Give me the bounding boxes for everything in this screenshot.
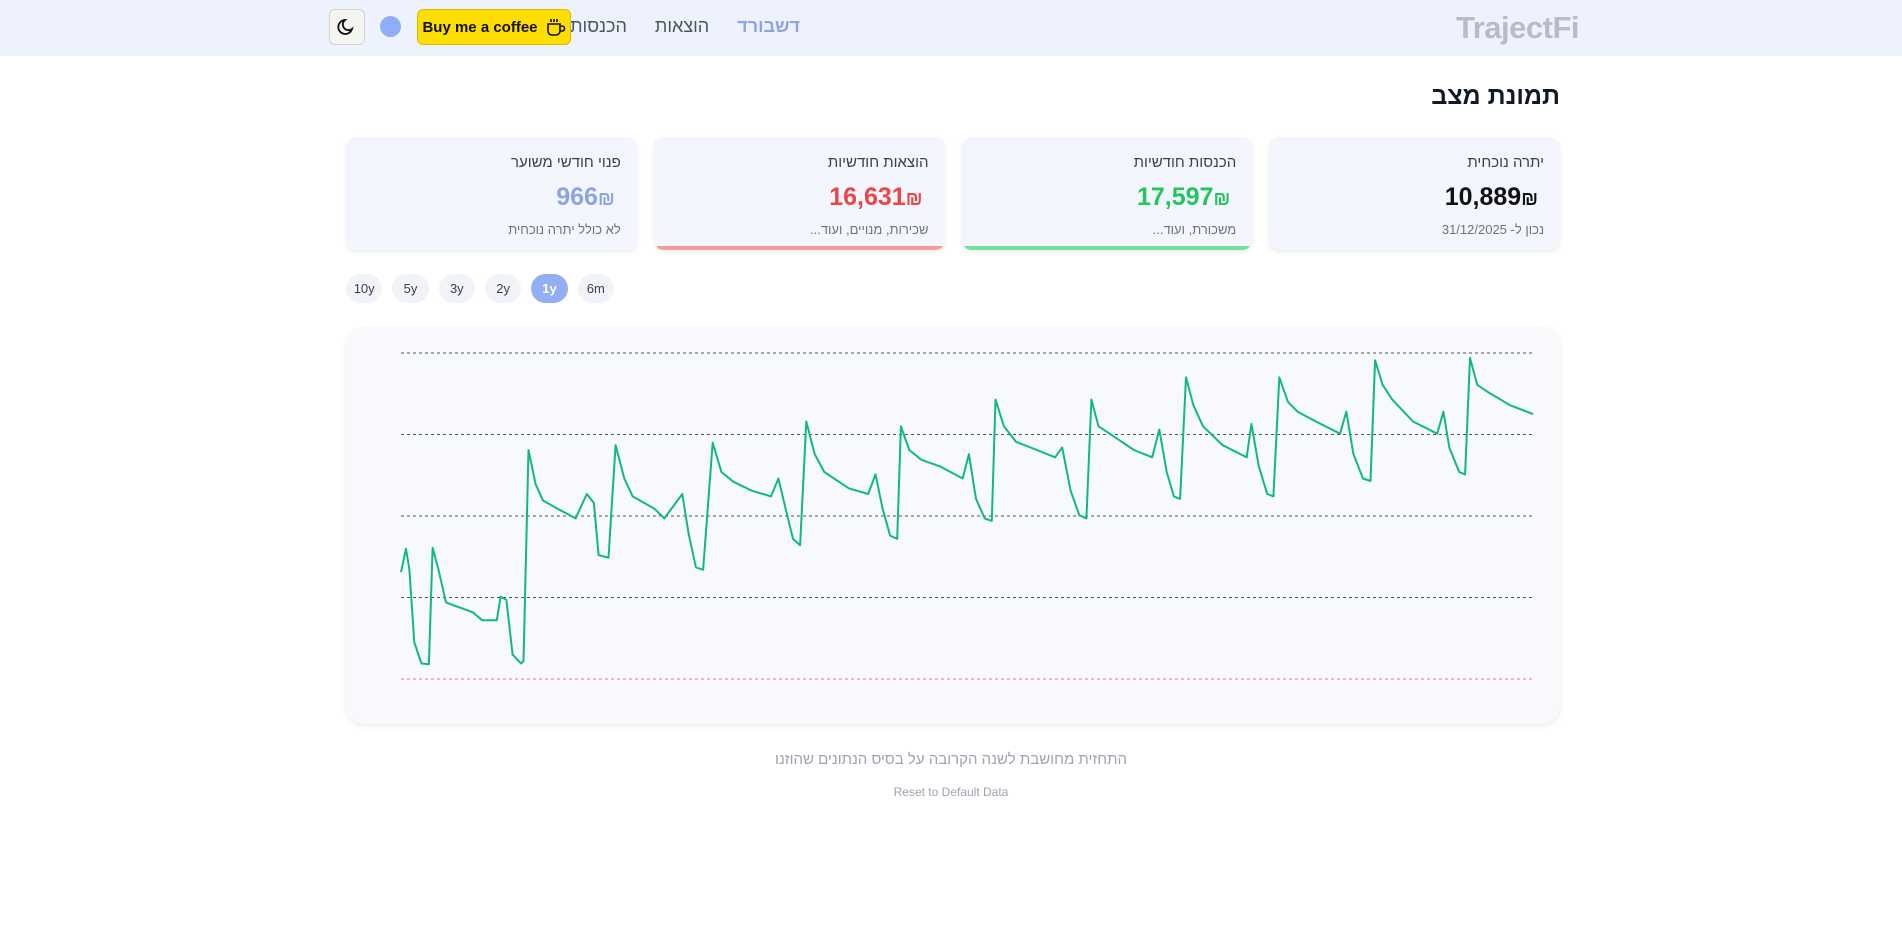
range-button[interactable]: 1y <box>531 274 568 303</box>
reset-link[interactable]: Reset to Default Data <box>893 785 1009 799</box>
card-currency: ₪ <box>905 189 923 210</box>
card-value: 10,889₪ <box>1285 183 1544 212</box>
range-buttons: 6m 1y 2y 3y 5y 10y <box>346 274 614 303</box>
card-accent <box>961 246 1253 250</box>
card-label: יתרה נוכחית <box>1467 154 1544 171</box>
card-label: הוצאות חודשיות <box>827 154 929 171</box>
nav-link[interactable]: דשבורד <box>737 16 800 36</box>
stat-card: פנוי חודשי משוער 966₪ לא כולל יתרה נוכחית <box>346 137 637 250</box>
card-amount: 966 <box>556 183 598 211</box>
chart <box>400 352 1534 680</box>
cup-icon <box>546 19 565 36</box>
card-amount: 10,889 <box>1444 183 1522 211</box>
card-label: הכנסות חודשיות <box>1133 154 1237 171</box>
card-amount: 16,631 <box>829 183 906 211</box>
card-accent <box>653 246 945 250</box>
nav-bar: TrajectFi דשבורד הוצאות הכנסות Buy me a … <box>0 0 1902 56</box>
card-note: נכון ל- 31/12/2025 <box>1441 222 1544 237</box>
nav-link[interactable]: הוצאות <box>654 16 710 36</box>
moon-icon <box>337 18 354 35</box>
card-currency: ₪ <box>1521 189 1538 210</box>
card-value: 966₪ <box>362 183 621 212</box>
stat-card: יתרה נוכחית 10,889₪ נכון ל- 31/12/2025 <box>1269 137 1560 250</box>
range-button[interactable]: 10y <box>346 274 383 303</box>
logo[interactable]: TrajectFi <box>1456 10 1580 45</box>
theme-toggle[interactable] <box>329 9 365 45</box>
cards: יתרה נוכחית 10,889₪ נכון ל- 31/12/2025 הכנס… <box>346 137 1560 250</box>
avatar[interactable] <box>380 16 401 37</box>
card-note: לא כולל יתרה נוכחית <box>508 222 621 237</box>
card-accent <box>1269 246 1560 250</box>
series-line <box>400 356 1534 666</box>
range-button[interactable]: 2y <box>484 274 522 303</box>
card-currency: ₪ <box>597 189 615 210</box>
coffee-button[interactable]: Buy me a coffee <box>417 9 571 45</box>
range-button[interactable]: 3y <box>438 274 475 303</box>
range-button[interactable]: 5y <box>392 274 429 303</box>
nav-link[interactable]: הכנסות <box>570 16 627 36</box>
card-label: פנוי חודשי משוער <box>510 154 621 171</box>
stat-card: הוצאות חודשיות 16,631₪ שכירות, מנויים, ועו… <box>653 137 945 250</box>
stat-card: הכנסות חודשיות 17,597₪ משכורת, ועוד... <box>961 137 1253 250</box>
coffee-label: Buy me a coffee <box>422 18 538 36</box>
card-note: שכירות, מנויים, ועוד... <box>810 222 929 237</box>
card-accent <box>346 246 637 250</box>
card-value: 16,631₪ <box>670 183 929 212</box>
card-amount: 17,597 <box>1136 183 1214 211</box>
page-title: תמונת מצב <box>1431 82 1560 110</box>
nav-links: דשבורד הוצאות הכנסות <box>570 16 800 37</box>
card-note: משכורת, ועוד... <box>1152 222 1237 237</box>
card-value: 17,597₪ <box>978 183 1237 212</box>
chart-card <box>346 327 1560 724</box>
card-currency: ₪ <box>1213 189 1231 210</box>
forecast-note: התחזית מחושבת לשנה הקרובה על בסיס הנתוני… <box>775 751 1127 768</box>
range-button[interactable]: 6m <box>577 274 614 303</box>
